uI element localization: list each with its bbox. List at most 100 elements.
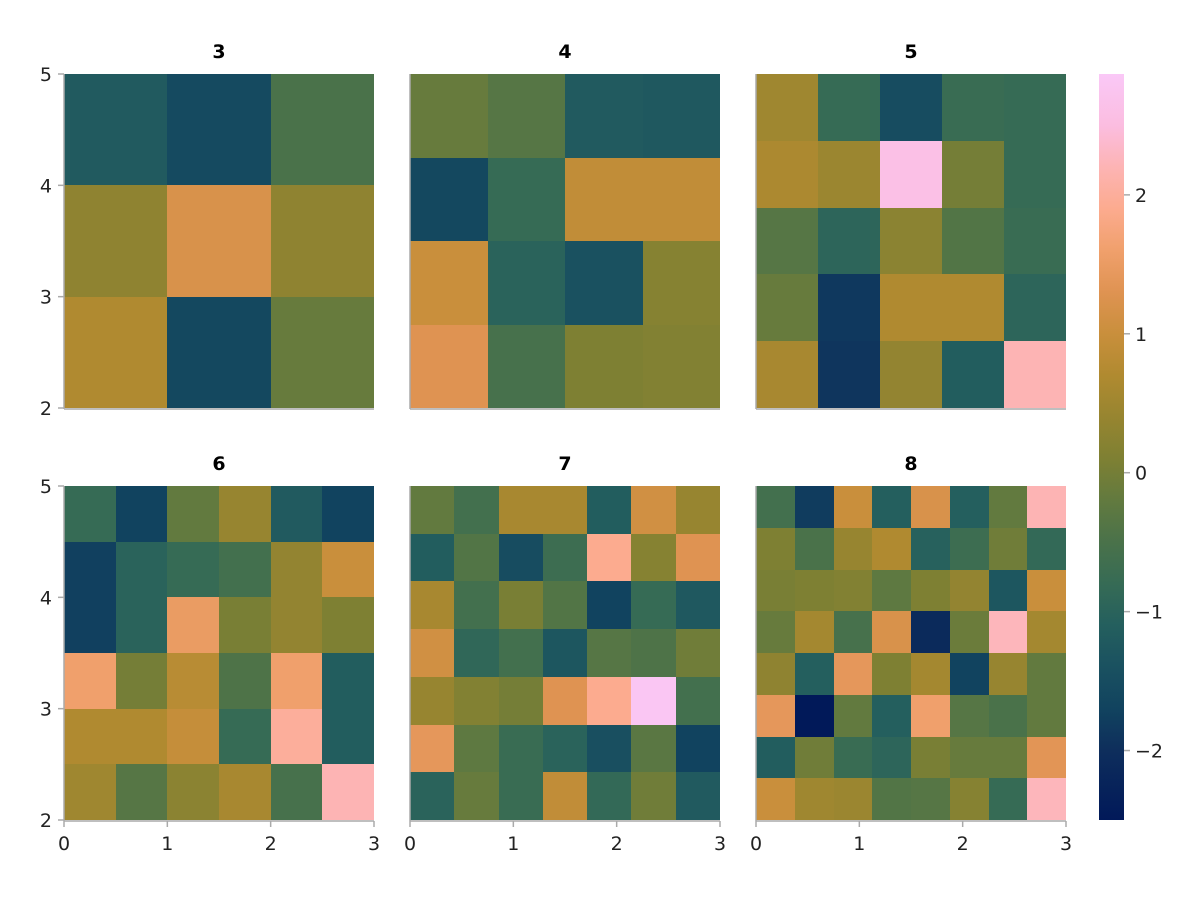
heatmap-cell bbox=[322, 709, 374, 764]
x-tick-label: 0 bbox=[58, 833, 70, 855]
heatmap-cell bbox=[271, 185, 374, 297]
heatmap-cell bbox=[631, 725, 676, 772]
heatmap-cell bbox=[219, 764, 271, 820]
heatmap-cell bbox=[64, 185, 167, 297]
heatmap-cell bbox=[1027, 653, 1066, 695]
heatmap-cell bbox=[116, 597, 167, 653]
heatmap-cell bbox=[834, 570, 872, 611]
heatmap-cell bbox=[454, 534, 499, 581]
heatmap-cell bbox=[543, 534, 587, 581]
panel-4: 4 bbox=[409, 41, 720, 410]
colorbar-tick-label: 0 bbox=[1135, 463, 1147, 485]
heatmap-cell bbox=[1027, 737, 1066, 778]
x-tick-label: 3 bbox=[1060, 833, 1072, 855]
heatmap-cell bbox=[410, 725, 454, 772]
heatmap-cell bbox=[989, 653, 1027, 695]
heatmap-cell bbox=[271, 653, 322, 709]
heatmap-cell bbox=[271, 764, 322, 820]
panel-title: 6 bbox=[212, 453, 225, 475]
heatmap-cell bbox=[167, 709, 219, 764]
heatmap-cell bbox=[587, 772, 631, 820]
heatmap-cell bbox=[454, 581, 499, 629]
heatmap-cell bbox=[911, 695, 950, 737]
heatmap-cell bbox=[64, 74, 167, 185]
heatmap-cell bbox=[756, 737, 795, 778]
heatmap-cell bbox=[587, 677, 631, 725]
heatmap-cell bbox=[219, 709, 271, 764]
heatmap-cell bbox=[64, 653, 116, 709]
heatmap-cell bbox=[989, 486, 1027, 528]
heatmap-cell bbox=[565, 158, 643, 241]
heatmap-cell bbox=[587, 486, 631, 534]
heatmap-cell bbox=[167, 653, 219, 709]
heatmap-cell bbox=[872, 528, 911, 570]
heatmap-cell bbox=[795, 486, 834, 528]
heatmap-cell bbox=[219, 597, 271, 653]
heatmap-cell bbox=[167, 764, 219, 820]
heatmap-cell bbox=[271, 597, 322, 653]
heatmap-cell bbox=[834, 778, 872, 820]
heatmap-cell bbox=[543, 725, 587, 772]
heatmap-cell bbox=[643, 325, 720, 408]
heatmap-cell bbox=[676, 581, 720, 629]
panel-title: 7 bbox=[558, 453, 571, 475]
heatmap-cell bbox=[631, 486, 676, 534]
heatmap-cell bbox=[499, 629, 543, 677]
heatmap-cell bbox=[950, 570, 989, 611]
heatmap-cell bbox=[880, 274, 942, 341]
x-tick-label: 1 bbox=[853, 833, 865, 855]
heatmap-cell bbox=[1004, 341, 1066, 408]
heatmap-cell bbox=[543, 629, 587, 677]
heatmap-cell bbox=[565, 325, 643, 408]
heatmap-cell bbox=[167, 297, 271, 408]
y-tick-label: 3 bbox=[40, 699, 52, 721]
heatmap-cell bbox=[1027, 570, 1066, 611]
heatmap-cell bbox=[271, 74, 374, 185]
heatmap-cell bbox=[167, 185, 271, 297]
x-tick-label: 2 bbox=[611, 833, 623, 855]
heatmap-cell bbox=[454, 772, 499, 820]
heatmap-cell bbox=[872, 570, 911, 611]
heatmap-cell bbox=[410, 677, 454, 725]
colorbar-gradient bbox=[1099, 74, 1124, 820]
heatmap-cell bbox=[565, 74, 643, 158]
x-tick-label: 0 bbox=[750, 833, 762, 855]
heatmap-cell bbox=[488, 74, 565, 158]
x-tick-label: 2 bbox=[265, 833, 277, 855]
heatmap-cell bbox=[322, 486, 374, 542]
heatmap-cell bbox=[1004, 141, 1066, 208]
heatmap-cell bbox=[167, 542, 219, 597]
heatmap-cell bbox=[631, 534, 676, 581]
heatmap-cell bbox=[834, 611, 872, 653]
panel-title: 8 bbox=[904, 453, 917, 475]
heatmap-cell bbox=[488, 241, 565, 325]
heatmap-cell bbox=[631, 581, 676, 629]
heatmap-cell bbox=[488, 158, 565, 241]
heatmap-cell bbox=[872, 653, 911, 695]
heatmap-cell bbox=[116, 653, 167, 709]
colorbar-tick-label: −2 bbox=[1135, 741, 1163, 763]
heatmap-cell bbox=[499, 725, 543, 772]
heatmap-cell bbox=[64, 709, 116, 764]
colorbar-tick-label: 1 bbox=[1135, 324, 1147, 346]
heatmap-cell bbox=[454, 629, 499, 677]
heatmap-cell bbox=[488, 325, 565, 408]
heatmap-cell bbox=[322, 597, 374, 653]
heatmap-cell bbox=[410, 486, 454, 534]
heatmap-cell bbox=[410, 772, 454, 820]
heatmap-cell bbox=[543, 581, 587, 629]
heatmap-cell bbox=[950, 486, 989, 528]
heatmap-cell bbox=[989, 528, 1027, 570]
heatmap-cell bbox=[911, 486, 950, 528]
heatmap-cell bbox=[834, 737, 872, 778]
heatmap-cell bbox=[410, 158, 488, 241]
x-tick-label: 3 bbox=[368, 833, 380, 855]
heatmap-cell bbox=[1027, 778, 1066, 820]
heatmap-cell bbox=[64, 542, 116, 597]
panel-title: 3 bbox=[212, 41, 225, 63]
y-tick-label: 2 bbox=[40, 398, 52, 420]
panel-7: 7 0 1 2 3 bbox=[404, 453, 726, 855]
panel-title: 4 bbox=[558, 41, 571, 63]
heatmap-cell bbox=[911, 528, 950, 570]
